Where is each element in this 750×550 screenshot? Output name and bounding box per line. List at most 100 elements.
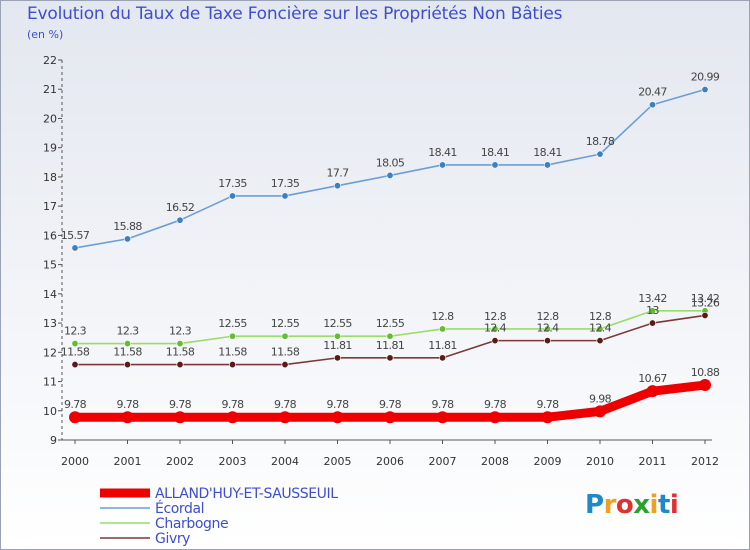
- data-point: [543, 161, 551, 169]
- proxiti-logo: Proxiti: [585, 490, 679, 520]
- data-label: 12.8: [431, 310, 454, 323]
- data-label: 9.78: [379, 398, 402, 411]
- logo-letter: t: [657, 490, 670, 520]
- logo-letter: i: [669, 490, 679, 520]
- data-point: [648, 101, 656, 109]
- data-point: [491, 337, 499, 345]
- y-tick-label: 17: [43, 200, 57, 213]
- data-label: 20.99: [691, 71, 720, 84]
- data-point: [176, 216, 184, 224]
- data-point: [594, 405, 606, 418]
- x-tick-label: 2009: [534, 455, 562, 468]
- data-label: 9.78: [274, 398, 297, 411]
- x-tick-label: 2012: [691, 455, 719, 468]
- data-label: 9.78: [431, 398, 454, 411]
- data-point: [491, 325, 499, 333]
- x-tick-label: 2008: [481, 455, 509, 468]
- data-label: 12.8: [484, 310, 507, 323]
- data-point: [438, 354, 446, 362]
- data-label: 12.55: [218, 317, 247, 330]
- data-point: [701, 86, 709, 94]
- data-point: [699, 379, 711, 392]
- data-label: 15.88: [113, 220, 142, 233]
- chart-title: Evolution du Taux de Taxe Foncière sur l…: [27, 4, 563, 24]
- data-point: [543, 337, 551, 345]
- data-label: 13.42: [691, 292, 720, 305]
- data-label: 12.3: [169, 325, 192, 338]
- data-point: [331, 411, 344, 424]
- y-tick-label: 13: [43, 317, 57, 330]
- logo-letter: r: [603, 490, 617, 520]
- data-point: [229, 192, 237, 200]
- data-label: 17.35: [218, 177, 247, 190]
- data-point: [333, 354, 341, 362]
- logo-letter: o: [615, 490, 634, 520]
- data-point: [648, 319, 656, 327]
- data-label: 18.05: [376, 156, 405, 169]
- data-point: [71, 244, 79, 252]
- data-point: [174, 411, 186, 424]
- data-label: 12.55: [376, 317, 405, 330]
- data-point: [281, 361, 289, 369]
- data-label: 13.26: [691, 296, 720, 309]
- x-tick-label: 2001: [114, 455, 142, 468]
- y-tick-label: 10: [43, 405, 57, 418]
- data-point: [71, 361, 79, 369]
- logo-letter: x: [633, 490, 650, 520]
- x-tick-label: 2010: [586, 455, 614, 468]
- data-label: 18.41: [533, 146, 562, 159]
- data-label: 12.8: [536, 310, 559, 323]
- data-label: 11.58: [113, 346, 142, 359]
- data-label: 12.3: [116, 325, 139, 338]
- data-point: [333, 182, 341, 190]
- x-tick-label: 2003: [219, 455, 247, 468]
- data-label: 9.78: [169, 398, 192, 411]
- data-label: 10.88: [691, 366, 720, 379]
- data-label: 12.55: [323, 317, 352, 330]
- data-label: 12.4: [484, 322, 507, 335]
- data-label: 20.47: [638, 86, 667, 99]
- chart-subtitle: (en %): [27, 28, 64, 41]
- data-point: [124, 361, 132, 369]
- data-label: 11.58: [218, 346, 247, 359]
- data-label: 12.4: [536, 322, 559, 335]
- logo-letter: i: [649, 490, 659, 520]
- y-tick-label: 15: [43, 259, 57, 272]
- data-label: 11.58: [61, 346, 90, 359]
- data-point: [543, 325, 551, 333]
- x-tick-label: 2005: [324, 455, 352, 468]
- data-point: [176, 361, 184, 369]
- data-point: [71, 340, 79, 348]
- data-label: 15.57: [61, 229, 90, 242]
- x-tick-label: 2006: [376, 455, 404, 468]
- data-label: 11.58: [271, 346, 300, 359]
- legend-label: ALLAND'HUY-ET-SAUSSEUIL: [155, 486, 338, 502]
- data-label: 11.58: [166, 346, 195, 359]
- data-point: [124, 340, 132, 348]
- data-point: [386, 171, 394, 179]
- data-label: 18.41: [428, 146, 457, 159]
- data-point: [438, 325, 446, 333]
- data-label: 11.81: [428, 339, 457, 352]
- legend-label: Écordal: [155, 500, 204, 517]
- y-tick-label: 21: [43, 83, 57, 96]
- y-tick-label: 19: [43, 142, 57, 155]
- data-point: [226, 411, 239, 424]
- y-tick-label: 12: [43, 346, 57, 359]
- x-tick-label: 2002: [166, 455, 194, 468]
- legend-label: Givry: [155, 531, 190, 547]
- data-point: [491, 161, 499, 169]
- series-lines: [69, 86, 711, 424]
- x-tick-label: 2007: [429, 455, 457, 468]
- data-point: [384, 411, 396, 424]
- data-point: [229, 332, 237, 340]
- data-label: 10.67: [638, 372, 667, 385]
- data-point: [646, 385, 659, 398]
- y-tick-label: 22: [43, 54, 57, 67]
- data-point: [121, 411, 134, 424]
- y-tick-label: 9: [50, 434, 57, 447]
- data-label: 9.78: [116, 398, 139, 411]
- data-point: [489, 411, 501, 424]
